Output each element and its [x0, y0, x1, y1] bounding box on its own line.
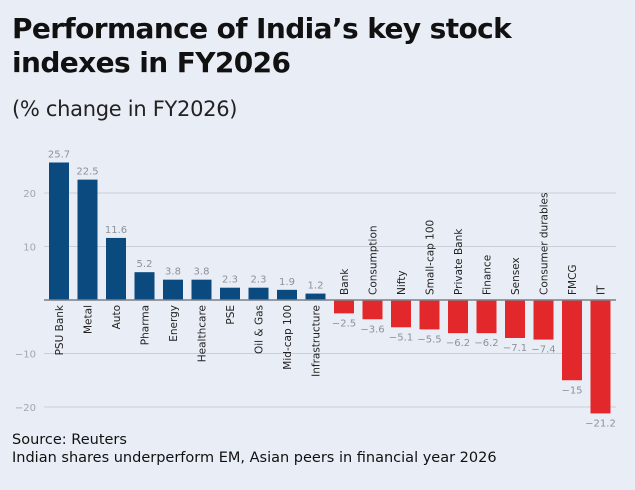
bar	[191, 279, 212, 300]
value-label: −7.4	[531, 345, 555, 356]
bar	[391, 300, 411, 328]
category-label: Infrastructure	[311, 305, 323, 377]
category-label: Oil & Gas	[254, 305, 266, 354]
category-label: Consumer durables	[539, 193, 551, 295]
bar	[533, 300, 554, 340]
category-label: FMCG	[567, 264, 579, 295]
value-label: 1.2	[308, 281, 324, 292]
value-label: 25.7	[48, 150, 70, 161]
bar	[476, 300, 497, 334]
caption-text: Indian shares underperform EM, Asian pee…	[12, 450, 497, 466]
bar	[163, 279, 183, 300]
value-label: 22.5	[76, 167, 98, 178]
category-label: Private Bank	[453, 228, 465, 295]
category-label: IT	[596, 285, 608, 295]
bar	[505, 300, 525, 338]
bar	[248, 287, 269, 300]
category-label: Small-cap 100	[425, 220, 437, 295]
bar	[106, 237, 126, 300]
category-label: Mid-cap 100	[282, 305, 294, 370]
category-label: Auto	[111, 305, 123, 329]
value-label: −15	[561, 385, 582, 396]
bar	[590, 300, 611, 414]
bar	[305, 293, 326, 300]
value-label: −21.2	[585, 418, 616, 429]
category-label: Finance	[482, 255, 494, 295]
category-label: Nifty	[396, 270, 408, 295]
bar	[448, 300, 468, 334]
bar	[277, 289, 297, 300]
bar	[49, 162, 69, 300]
bar	[77, 179, 98, 300]
y-tick-label: −10	[15, 350, 36, 361]
value-label: −5.5	[417, 334, 441, 345]
bar	[220, 287, 240, 300]
category-label: Sensex	[510, 257, 522, 295]
value-label: −2.5	[332, 318, 356, 329]
value-label: −3.6	[360, 324, 384, 335]
chart-subtitle: (% change in FY2026)	[12, 97, 238, 121]
value-label: −7.1	[503, 343, 527, 354]
y-tick-label: −20	[15, 403, 36, 414]
value-label: 11.6	[105, 225, 127, 236]
category-label: Healthcare	[197, 305, 209, 362]
category-label: Bank	[339, 268, 351, 295]
chart-title: Performance of India’s key stock indexes…	[12, 12, 512, 79]
bar	[419, 300, 440, 330]
category-label: PSE	[225, 305, 237, 325]
bar	[334, 300, 354, 314]
value-label: 3.8	[194, 267, 210, 278]
y-tick-label: 20	[23, 189, 36, 200]
category-label: Consumption	[368, 225, 380, 295]
source-text: Source: Reuters	[12, 432, 127, 448]
footer: Source: Reuters Indian shares underperfo…	[12, 431, 497, 467]
value-label: 2.3	[222, 275, 238, 286]
bar	[562, 300, 582, 381]
y-tick-label: 10	[23, 243, 36, 254]
bar	[362, 300, 383, 320]
value-label: −6.2	[446, 338, 470, 349]
value-label: −6.2	[474, 338, 498, 349]
value-label: 2.3	[251, 275, 267, 286]
category-label: Metal	[83, 305, 95, 334]
category-label: Pharma	[140, 305, 152, 345]
value-label: 5.2	[137, 259, 153, 270]
category-label: Energy	[168, 305, 180, 342]
value-label: 1.9	[279, 277, 295, 288]
bar	[134, 272, 155, 300]
value-label: −5.1	[389, 332, 413, 343]
category-label: PSU Bank	[54, 304, 66, 355]
value-label: 3.8	[165, 267, 181, 278]
